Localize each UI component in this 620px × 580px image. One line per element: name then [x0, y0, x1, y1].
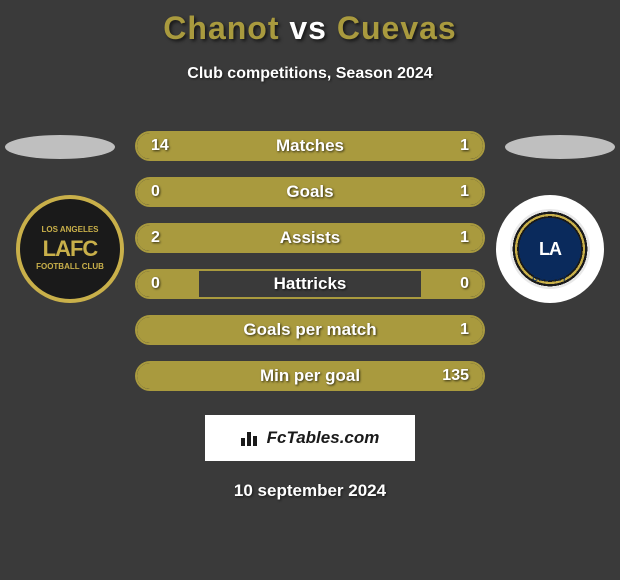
content-area: LOS ANGELES LAFC FOOTBALL CLUB LA 141Mat… [0, 131, 620, 501]
lafc-badge-text: LOS ANGELES LAFC FOOTBALL CLUB [36, 226, 104, 272]
stat-bar: 135Min per goal [135, 361, 485, 391]
footer-date: 10 september 2024 [0, 481, 620, 501]
stats-bars: 141Matches 01Goals 21Assists 00Hattricks 1Go… [135, 131, 485, 391]
stat-bar: 1Goals per match [135, 315, 485, 345]
team-badge-left: LOS ANGELES LAFC FOOTBALL CLUB [16, 195, 124, 303]
stat-label: Matches [137, 136, 483, 156]
team-badge-right: LA [496, 195, 604, 303]
la-galaxy-badge: LA [510, 209, 590, 289]
player-marker-right [505, 135, 615, 159]
stat-label: Goals [137, 182, 483, 202]
page-title: Chanot vs Cuevas [0, 0, 620, 47]
badge-right-main: LA [539, 239, 561, 260]
stat-bar: 01Goals [135, 177, 485, 207]
title-player2: Cuevas [337, 10, 457, 46]
badge-left-top: LOS ANGELES [41, 225, 98, 234]
chart-icon [241, 430, 261, 446]
title-vs: vs [289, 10, 327, 46]
stat-bar: 00Hattricks [135, 269, 485, 299]
stat-label: Min per goal [137, 366, 483, 386]
stat-label: Goals per match [137, 320, 483, 340]
title-player1: Chanot [163, 10, 279, 46]
footer-site-text: FcTables.com [267, 428, 380, 448]
stat-label: Hattricks [137, 274, 483, 294]
stat-label: Assists [137, 228, 483, 248]
stat-bar: 141Matches [135, 131, 485, 161]
badge-left-main: LAFC [36, 237, 104, 261]
badge-left-bottom: FOOTBALL CLUB [36, 262, 104, 271]
stat-bar: 21Assists [135, 223, 485, 253]
footer-site-badge: FcTables.com [205, 415, 415, 461]
subtitle: Club competitions, Season 2024 [0, 65, 620, 83]
player-marker-left [5, 135, 115, 159]
